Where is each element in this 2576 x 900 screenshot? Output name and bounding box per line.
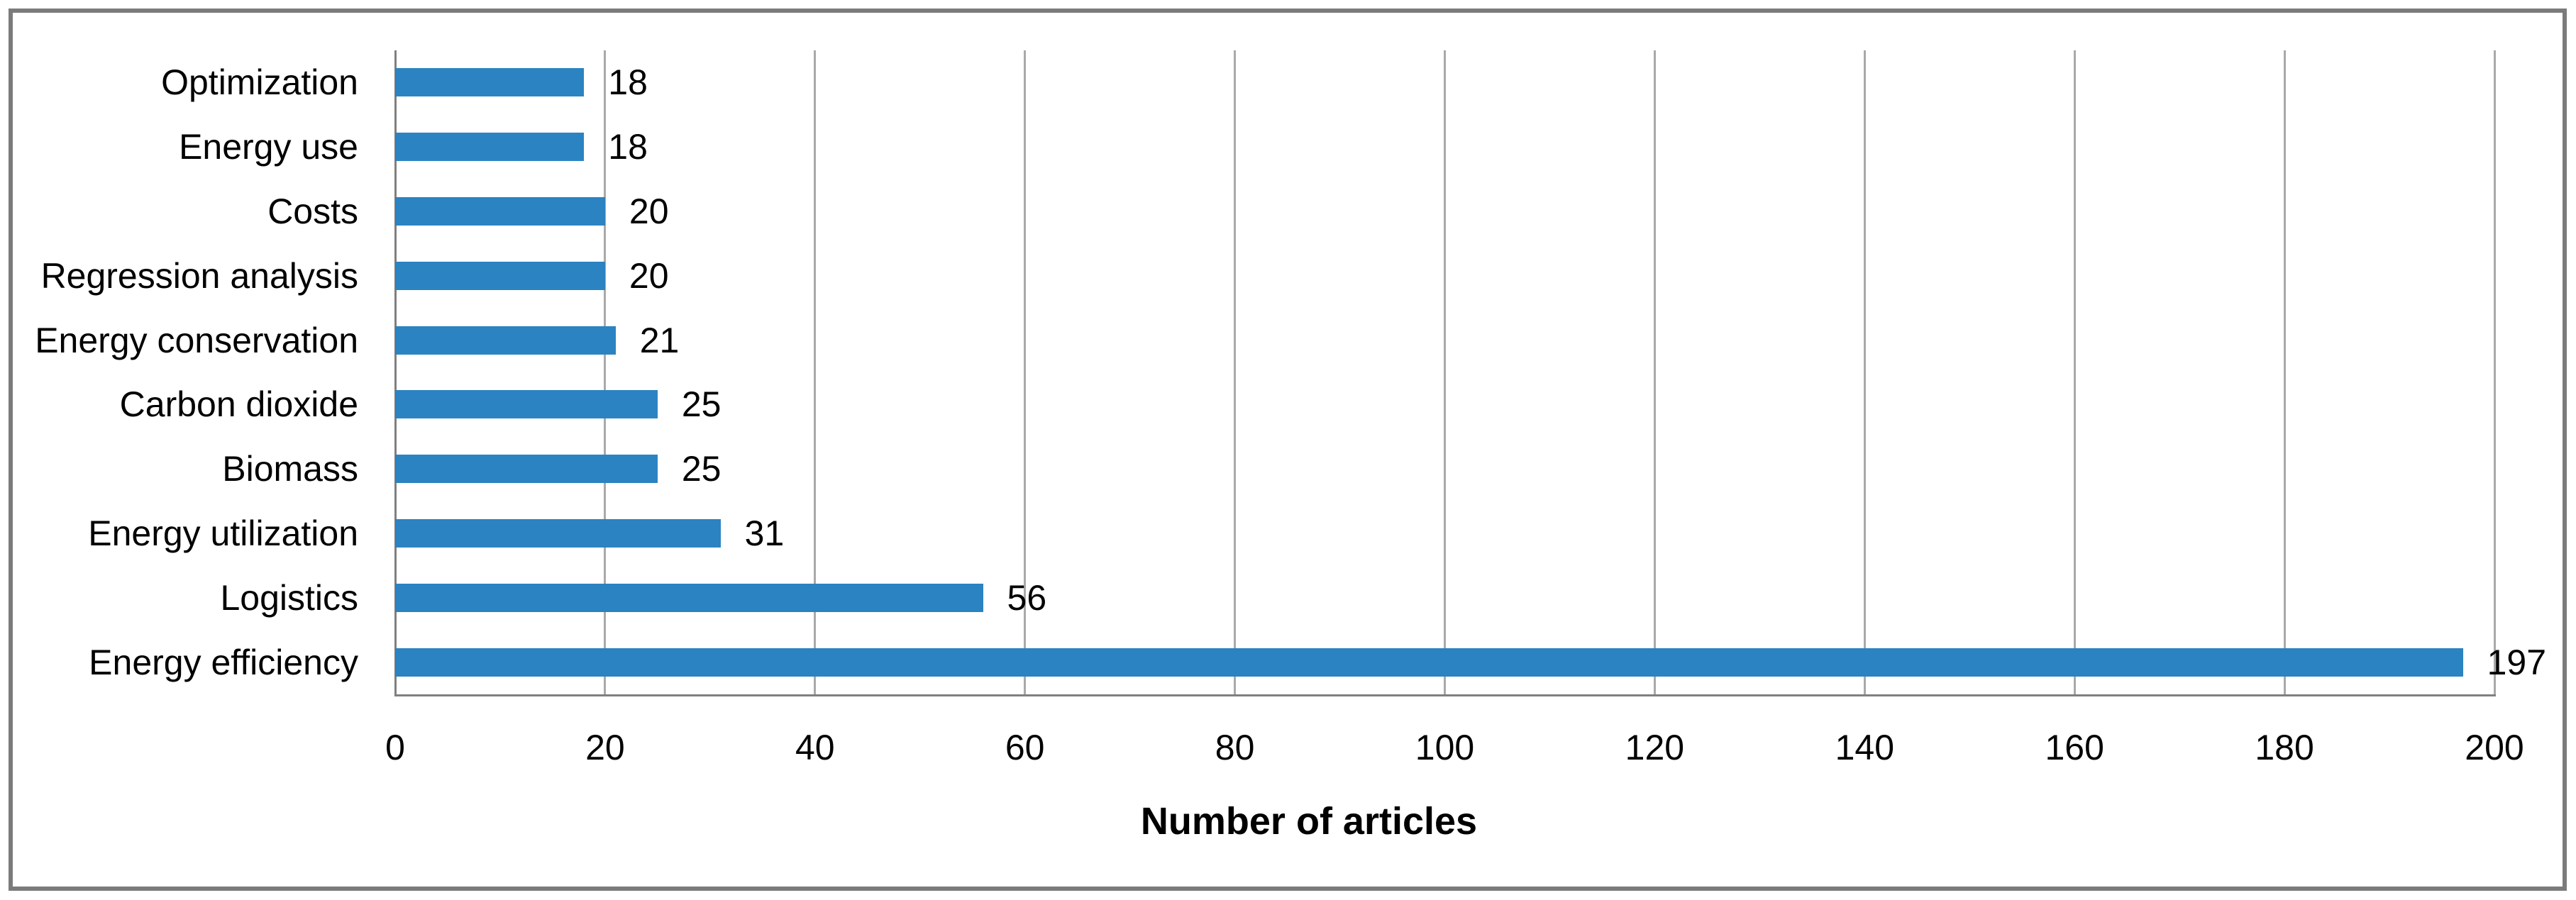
value-label: 56 [1007, 577, 1047, 618]
x-tick-label: 0 [385, 728, 405, 767]
value-label: 20 [629, 191, 669, 231]
value-label: 31 [744, 513, 785, 553]
category-label: Carbon dioxide [119, 384, 358, 425]
bar [395, 648, 2463, 677]
bar [395, 197, 605, 226]
value-label: 21 [639, 320, 680, 360]
category-label: Regression analysis [40, 255, 358, 296]
x-tick-label: 120 [1625, 728, 1685, 767]
bar [395, 326, 616, 355]
x-tick-label: 20 [585, 728, 625, 767]
bar [395, 583, 983, 612]
gridline [1653, 50, 1656, 694]
gridline [2283, 50, 2286, 694]
x-tick-label: 100 [1415, 728, 1475, 767]
value-label: 18 [608, 62, 648, 103]
bar [395, 455, 658, 484]
gridline [814, 50, 817, 694]
gridline [1234, 50, 1237, 694]
bar [395, 519, 721, 548]
value-label: 20 [629, 255, 669, 296]
category-label: Energy conservation [35, 320, 358, 360]
category-label: Costs [267, 191, 358, 231]
x-tick-label: 160 [2045, 728, 2104, 767]
gridline [1863, 50, 1866, 694]
category-label: Energy utilization [88, 513, 358, 553]
value-label: 197 [2487, 642, 2547, 682]
category-label: Optimization [161, 62, 358, 103]
bar [395, 261, 605, 290]
category-label: Energy use [179, 127, 358, 167]
category-label: Energy efficiency [89, 642, 358, 682]
x-tick-label: 140 [1835, 728, 1895, 767]
value-label: 18 [608, 127, 648, 167]
x-tick-label: 80 [1215, 728, 1255, 767]
x-tick-label: 40 [795, 728, 835, 767]
bar [395, 68, 585, 97]
bar [395, 390, 658, 419]
gridline [1024, 50, 1027, 694]
category-label: Logistics [220, 577, 358, 618]
y-axis-line [394, 50, 397, 694]
value-label: 25 [681, 384, 722, 425]
gridline [1444, 50, 1446, 694]
category-label: Biomass [222, 449, 358, 489]
x-tick-label: 200 [2465, 728, 2524, 767]
x-tick-label: 180 [2255, 728, 2314, 767]
x-axis-title: Number of articles [1140, 800, 1478, 843]
x-axis-line [394, 694, 2496, 696]
gridline [604, 50, 607, 694]
gridline [2073, 50, 2076, 694]
value-label: 25 [681, 449, 722, 489]
gridline [2493, 50, 2496, 694]
bar [395, 133, 585, 162]
x-tick-label: 60 [1005, 728, 1045, 767]
